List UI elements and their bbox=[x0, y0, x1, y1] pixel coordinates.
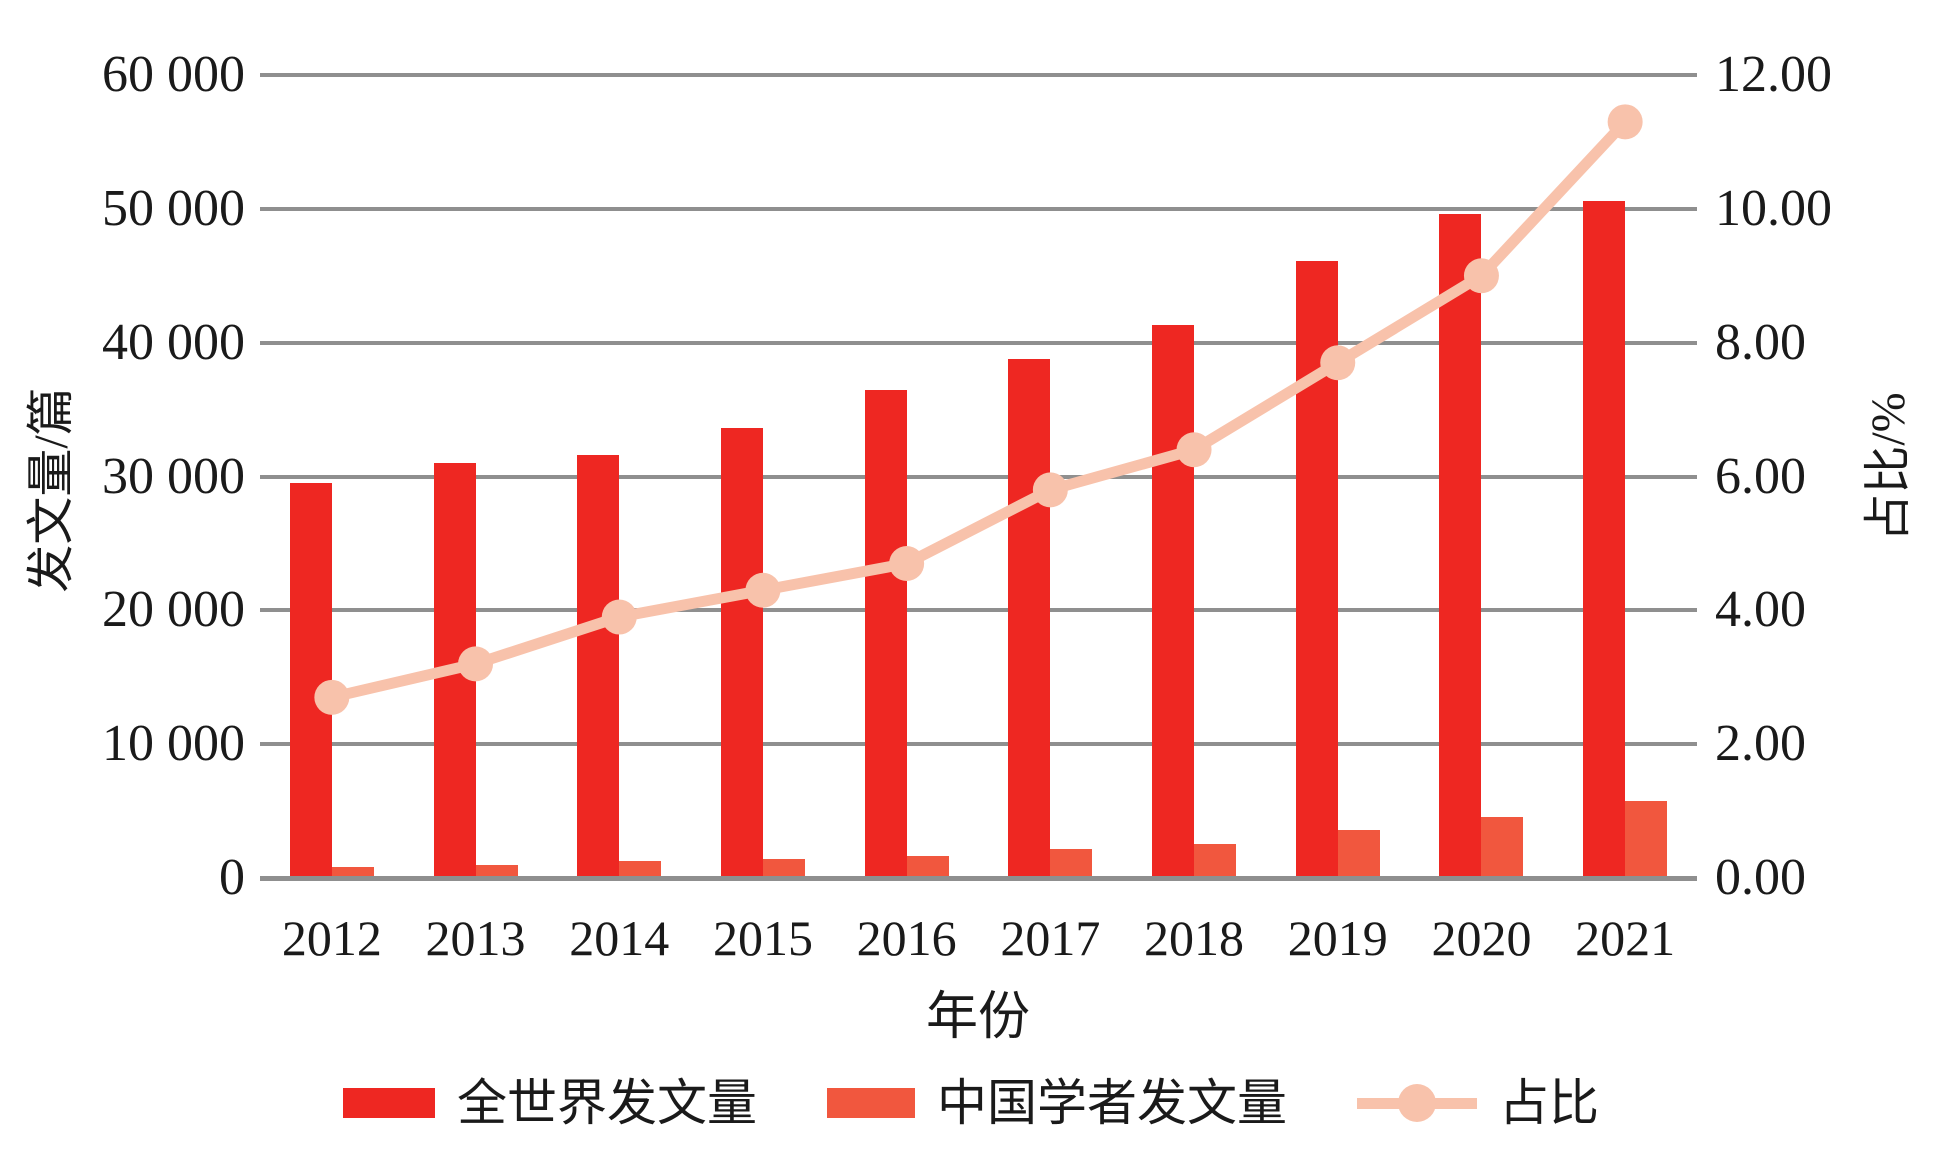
bar-china-2018 bbox=[1194, 843, 1237, 876]
left-axis-title: 发文量/篇 bbox=[25, 387, 78, 593]
proportion-line bbox=[330, 118, 1630, 703]
legend-label-world: 全世界发文量 bbox=[457, 1075, 757, 1131]
bar-china-2021 bbox=[1625, 801, 1668, 876]
gridline bbox=[260, 73, 1697, 77]
legend-label-proportion: 占比 bbox=[1499, 1075, 1599, 1131]
x-tick-label: 2020 bbox=[1431, 910, 1532, 966]
line-marker-2020 bbox=[1463, 258, 1499, 294]
legend-line-marker-icon bbox=[1357, 1083, 1477, 1123]
bar-china-2012 bbox=[331, 866, 374, 876]
bar-world-2015 bbox=[720, 428, 763, 876]
bar-china-2016 bbox=[906, 855, 949, 876]
right-axis-tick-label: 6.00 bbox=[1715, 447, 1806, 505]
x-axis-title: 年份 bbox=[925, 989, 1031, 1046]
line-marker-2018 bbox=[1176, 432, 1212, 468]
left-axis-tick-label: 60 000 bbox=[102, 46, 245, 103]
line-marker-2013 bbox=[458, 646, 494, 682]
x-tick-label: 2019 bbox=[1287, 910, 1388, 966]
legend-label-china: 中国学者发文量 bbox=[937, 1075, 1287, 1131]
legend-swatch-china-icon bbox=[827, 1088, 915, 1118]
bar-china-2014 bbox=[619, 861, 662, 876]
gridline bbox=[260, 340, 1697, 345]
legend-item-world: 全世界发文量 bbox=[343, 1076, 757, 1130]
x-tick-label: 2018 bbox=[1144, 910, 1245, 966]
right-axis-title: 占比/% bbox=[1862, 392, 1915, 542]
gridline bbox=[260, 206, 1697, 211]
bar-world-2018 bbox=[1152, 325, 1195, 876]
line-marker-2014 bbox=[601, 599, 637, 635]
x-tick-label: 2016 bbox=[856, 910, 957, 966]
x-tick-label: 2012 bbox=[281, 910, 382, 966]
line-marker-2021 bbox=[1607, 104, 1643, 140]
right-axis-tick-label: 4.00 bbox=[1715, 581, 1806, 639]
legend-swatch-world-icon bbox=[343, 1088, 435, 1118]
line-marker-2015 bbox=[745, 572, 781, 608]
bar-world-2021 bbox=[1583, 200, 1626, 876]
bar-china-2013 bbox=[475, 864, 518, 876]
line-marker-2016 bbox=[889, 545, 925, 581]
gridline bbox=[260, 474, 1697, 479]
left-axis-tick-label: 20 000 bbox=[102, 581, 245, 639]
bar-world-2016 bbox=[864, 389, 907, 876]
left-axis-tick-label: 0 bbox=[219, 849, 245, 906]
bar-china-2019 bbox=[1337, 829, 1380, 876]
line-marker-2019 bbox=[1320, 345, 1356, 381]
right-axis-tick-label: 12.00 bbox=[1715, 46, 1832, 103]
line-marker-2012 bbox=[314, 679, 350, 715]
x-tick-label: 2013 bbox=[425, 910, 526, 966]
right-axis-tick-label: 8.00 bbox=[1715, 313, 1806, 371]
left-axis-tick-label: 10 000 bbox=[102, 715, 245, 773]
bar-world-2012 bbox=[289, 483, 332, 876]
bar-china-2020 bbox=[1481, 817, 1524, 876]
left-axis-tick-label: 50 000 bbox=[102, 179, 245, 237]
bar-china-2015 bbox=[762, 859, 805, 876]
gridline bbox=[260, 608, 1697, 613]
bar-world-2014 bbox=[577, 455, 620, 876]
right-axis-tick-label: 0.00 bbox=[1715, 849, 1806, 906]
right-axis-tick-label: 10.00 bbox=[1715, 179, 1832, 237]
bar-china-2017 bbox=[1050, 848, 1093, 876]
legend: 全世界发文量 中国学者发文量 占比 bbox=[0, 1076, 1942, 1130]
gridline bbox=[260, 742, 1697, 747]
left-axis-tick-label: 40 000 bbox=[102, 313, 245, 371]
x-tick-label: 2015 bbox=[712, 910, 813, 966]
bar-world-2017 bbox=[1008, 358, 1051, 876]
legend-item-china: 中国学者发文量 bbox=[827, 1076, 1287, 1130]
x-axis-baseline bbox=[260, 876, 1697, 881]
right-axis-tick-label: 2.00 bbox=[1715, 715, 1806, 773]
legend-item-proportion: 占比 bbox=[1357, 1076, 1599, 1130]
x-tick-label: 2017 bbox=[1000, 910, 1101, 966]
bar-world-2020 bbox=[1439, 214, 1482, 876]
line-marker-2017 bbox=[1032, 472, 1068, 508]
x-tick-label: 2014 bbox=[569, 910, 670, 966]
x-tick-label: 2021 bbox=[1575, 910, 1676, 966]
left-axis-tick-label: 30 000 bbox=[102, 447, 245, 505]
